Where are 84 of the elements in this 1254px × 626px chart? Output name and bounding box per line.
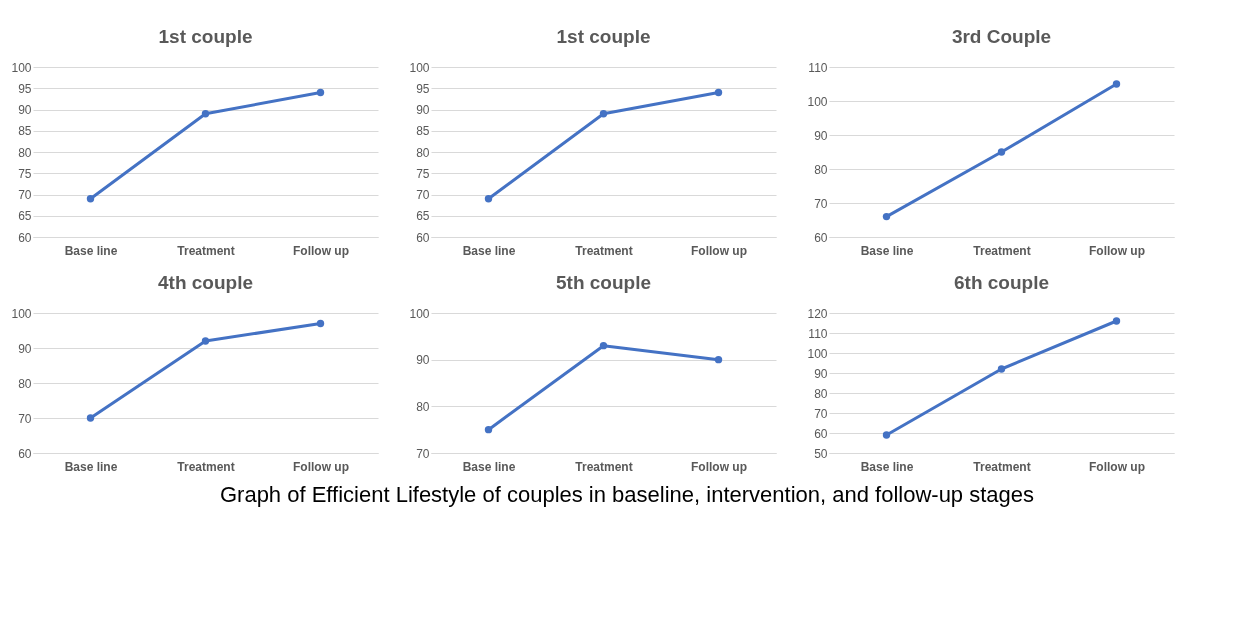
- y-tick-label: 100: [807, 346, 828, 361]
- y-tick-label: 80: [416, 399, 430, 414]
- y-tick-label: 60: [814, 426, 828, 441]
- y-tick-label: 90: [814, 366, 828, 381]
- x-tick-label: Treatment: [177, 459, 235, 474]
- y-tick-label: 80: [814, 162, 828, 177]
- y-tick-label: 60: [18, 230, 32, 245]
- point: [997, 148, 1006, 156]
- y-tick-label: 75: [416, 166, 430, 181]
- y-tick-label: 70: [18, 411, 32, 426]
- y-tick-label: 110: [808, 60, 828, 75]
- chart-title: 6th couple: [953, 272, 1050, 293]
- y-tick-label: 65: [416, 209, 430, 224]
- x-tick-label: Base line: [462, 459, 516, 474]
- point: [714, 355, 723, 364]
- point: [86, 195, 95, 203]
- point: [882, 431, 891, 439]
- y-tick-label: 70: [18, 188, 32, 202]
- y-tick-label: 70: [814, 196, 828, 211]
- point: [86, 414, 95, 422]
- point: [201, 110, 210, 118]
- point: [201, 337, 210, 345]
- y-tick-label: 100: [11, 60, 32, 75]
- y-tick-label: 95: [18, 81, 32, 96]
- y-tick-label: 80: [18, 145, 32, 160]
- x-tick-label: Treatment: [575, 459, 633, 474]
- x-tick-label: Follow up: [293, 243, 349, 258]
- chart-title: 5th couple: [555, 272, 652, 293]
- point: [1112, 317, 1121, 325]
- x-tick-label: Base line: [860, 459, 914, 474]
- point: [316, 319, 325, 328]
- x-tick-label: Follow up: [691, 243, 747, 258]
- y-tick-label: 65: [18, 209, 32, 224]
- y-tick-label: 120: [807, 306, 828, 321]
- point: [484, 195, 493, 203]
- x-tick-label: Follow up: [293, 459, 349, 474]
- x-tick-label: Treatment: [973, 243, 1031, 258]
- y-tick-label: 100: [409, 306, 430, 321]
- text: Graph of Efficient Lifestyle of couples in baseline, intervention, and follow-up stages: [218, 482, 1036, 508]
- point: [599, 341, 608, 350]
- x-tick-label: Treatment: [973, 459, 1031, 474]
- point: [997, 365, 1006, 373]
- point: [1112, 80, 1121, 88]
- y-tick-label: 95: [416, 81, 430, 96]
- y-tick-label: 80: [416, 145, 430, 160]
- x-tick-label: Base line: [64, 243, 118, 258]
- x-tick-label: Base line: [860, 243, 914, 258]
- y-tick-label: 90: [416, 353, 430, 368]
- y-tick-label: 60: [416, 230, 430, 245]
- point: [714, 88, 723, 97]
- point: [882, 212, 891, 221]
- x-tick-label: Treatment: [177, 243, 235, 258]
- x-tick-label: Treatment: [575, 243, 633, 258]
- y-tick-label: 80: [814, 386, 828, 401]
- chart-title: 1st couple: [158, 26, 253, 47]
- y-tick-label: 90: [814, 128, 828, 143]
- y-tick-label: 110: [808, 326, 828, 341]
- x-tick-label: Follow up: [1089, 243, 1145, 258]
- y-tick-label: 60: [18, 446, 32, 461]
- x-tick-label: Base line: [64, 459, 118, 474]
- y-tick-label: 100: [11, 306, 32, 321]
- y-tick-label: 50: [814, 446, 828, 461]
- y-tick-label: 90: [416, 103, 430, 117]
- chart-title: 3rd Couple: [951, 26, 1052, 47]
- x-tick-label: Base line: [462, 243, 516, 258]
- point: [484, 425, 493, 434]
- y-tick-label: 60: [814, 230, 828, 245]
- y-tick-label: 70: [416, 188, 430, 202]
- y-tick-label: 85: [416, 124, 430, 139]
- y-tick-label: 70: [416, 446, 430, 461]
- y-tick-label: 80: [18, 376, 32, 391]
- y-tick-label: 100: [807, 94, 828, 109]
- y-tick-label: 90: [18, 341, 32, 356]
- y-tick-label: 90: [18, 103, 32, 117]
- x-tick-label: Follow up: [1089, 459, 1145, 474]
- chart-title: 4th couple: [157, 272, 254, 293]
- chart-title: 1st couple: [556, 26, 651, 47]
- y-tick-label: 70: [814, 406, 828, 421]
- point: [599, 110, 608, 118]
- point: [316, 88, 325, 97]
- x-tick-label: Follow up: [691, 459, 747, 474]
- y-tick-label: 75: [18, 166, 32, 181]
- y-tick-label: 100: [409, 60, 430, 75]
- y-tick-label: 85: [18, 124, 32, 139]
